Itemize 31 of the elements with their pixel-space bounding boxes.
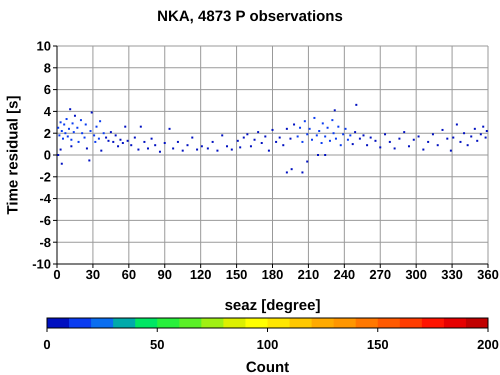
y-axis-title: Time residual [s] [4, 96, 22, 214]
x-tick-label: 330 [441, 267, 463, 282]
x-tick-label: 210 [298, 267, 320, 282]
y-tick-label: 4 [44, 104, 52, 120]
chart-title: NKA, 4873 P observations [156, 8, 344, 25]
y-tick-label: -4 [39, 191, 52, 206]
x-tick-label: 240 [333, 267, 356, 282]
color-bar-label: 150 [366, 337, 389, 352]
x-tick-label: 90 [158, 267, 172, 282]
y-tick-label: 8 [44, 60, 51, 76]
y-tick-label: -10 [32, 256, 51, 272]
y-tick-label: 6 [44, 82, 51, 98]
x-tick-label: 360 [477, 267, 499, 282]
x-tick-label: 270 [369, 267, 392, 282]
color-bar-label: 50 [150, 337, 164, 352]
y-tick-label: 2 [44, 126, 51, 141]
y-tick-label: -2 [39, 169, 51, 184]
y-tick-label: 10 [36, 38, 51, 54]
x-axis-title: seaz [degree] [224, 297, 320, 314]
x-tick-label: 150 [226, 267, 248, 282]
color-bar-label: 200 [477, 337, 499, 352]
y-tick-label: -6 [39, 213, 51, 228]
color-bar-label: 100 [256, 337, 278, 352]
x-tick-label: 180 [262, 267, 284, 282]
x-tick-label: 60 [122, 267, 136, 282]
x-tick-label: 30 [86, 267, 100, 282]
y-tick-label: 0 [44, 148, 51, 163]
y-tick-label: -8 [39, 234, 51, 250]
x-tick-label: 300 [405, 267, 428, 282]
x-tick-label: 120 [190, 267, 212, 282]
color-bar-title: Count [246, 359, 290, 375]
